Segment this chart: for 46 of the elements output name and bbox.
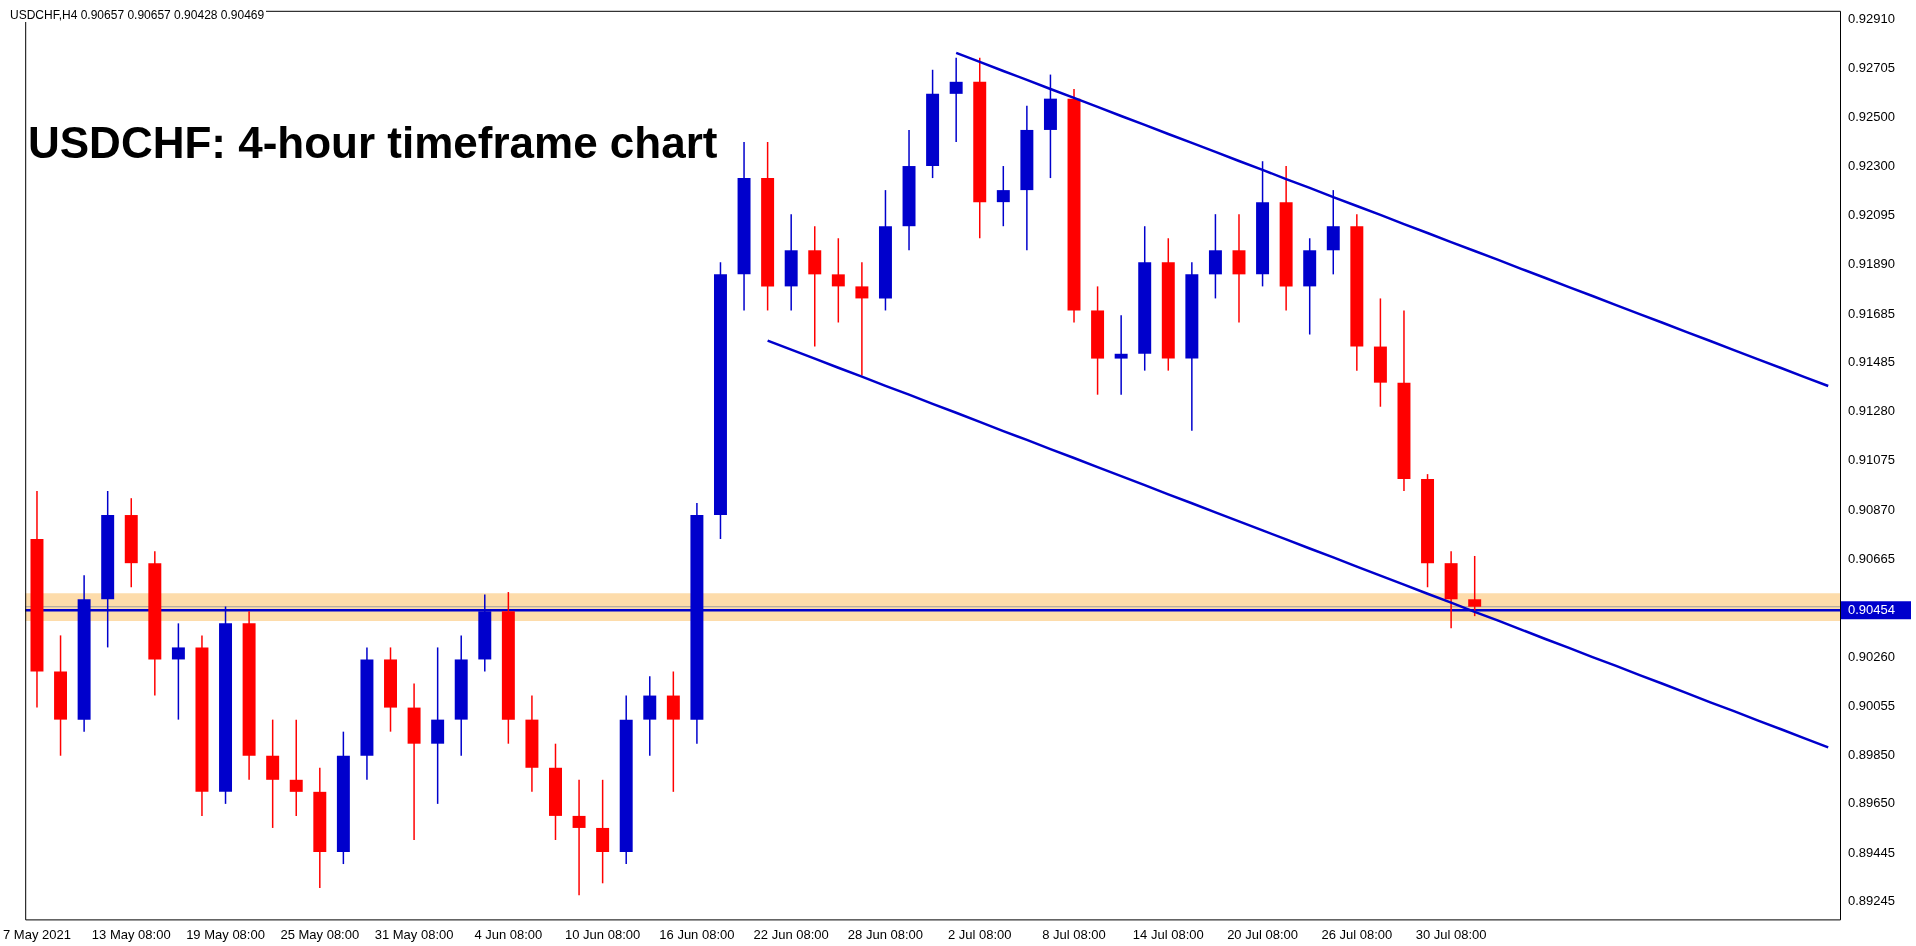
- candlestick: [1114, 314, 1128, 396]
- y-tick-label: 0.89650: [1848, 795, 1895, 811]
- x-tick-label: 14 Jul 08:00: [1132, 926, 1204, 942]
- x-tick-label: 13 May 08:00: [91, 926, 171, 942]
- candlestick: [171, 622, 185, 721]
- candlestick: [949, 56, 963, 143]
- y-tick-label: 0.91280: [1848, 403, 1895, 419]
- annotation: USDCHF,H4 0.90657 0.90657 0.90428 0.90469: [8, 8, 267, 22]
- y-tick-label: 0.91485: [1848, 353, 1895, 369]
- y-tick-label: 0.90870: [1848, 501, 1895, 517]
- ref-line-label: 0.90454: [1848, 601, 1895, 617]
- x-tick-label: 25 May 08:00: [280, 926, 360, 942]
- x-tick-label: 28 Jun 08:00: [847, 926, 924, 942]
- candlestick: [1468, 555, 1482, 617]
- x-tick-label: 8 Jul 08:00: [1042, 926, 1106, 942]
- x-tick-label: 19 May 08:00: [186, 926, 265, 942]
- x-tick-label: 2 Jul 08:00: [947, 926, 1012, 942]
- y-tick-label: 0.89245: [1848, 892, 1895, 908]
- x-tick-label: 31 May 08:00: [374, 926, 454, 942]
- x-tick-label: 30 Jul 08:00: [1415, 926, 1487, 942]
- y-tick-label: 0.92095: [1848, 206, 1895, 222]
- x-tick-label: 22 Jun 08:00: [753, 926, 829, 942]
- y-tick-label: 0.92910: [1848, 10, 1895, 26]
- candlestick: [855, 261, 869, 377]
- y-tick-label: 0.89445: [1848, 844, 1895, 860]
- y-tick-label: 0.91890: [1848, 256, 1895, 272]
- candlestick: [289, 718, 303, 817]
- y-tick-label: 0.90665: [1848, 551, 1895, 567]
- text: USDCHF: 4-hour timeframe chart: [28, 118, 718, 168]
- candlestick: [996, 165, 1010, 227]
- x-tick-label: 10 Jun 08:00: [565, 926, 641, 942]
- x-tick-label: 7 May 2021: [3, 926, 71, 942]
- y-tick-label: 0.91075: [1848, 452, 1895, 468]
- x-tick-label: 16 Jun 08:00: [659, 926, 735, 942]
- candlestick: [572, 779, 586, 897]
- candlestick: [831, 237, 845, 324]
- y-tick-label: 0.92300: [1848, 157, 1895, 173]
- x-tick-label: 4 Jun 08:00: [474, 926, 543, 942]
- y-tick-label: 0.91685: [1848, 305, 1895, 321]
- y-tick-label: 0.90055: [1848, 697, 1895, 713]
- y-tick-label: 0.92500: [1848, 109, 1895, 125]
- y-tick-label: 0.90260: [1848, 648, 1895, 664]
- y-tick-label: 0.92705: [1848, 60, 1895, 76]
- x-tick-label: 26 Jul 08:00: [1321, 926, 1393, 942]
- y-tick-label: 0.89850: [1848, 747, 1895, 763]
- x-tick-label: 20 Jul 08:00: [1227, 926, 1298, 942]
